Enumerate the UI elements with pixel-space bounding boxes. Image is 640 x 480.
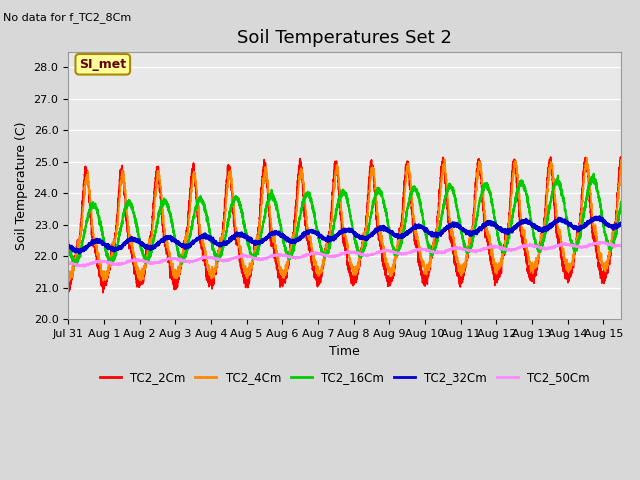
TC2_50Cm (467, 248, 474, 254)
TC2_32Cm (297, 236, 305, 241)
TC2_50Cm (301, 252, 309, 258)
TC2_2Cm (99, 290, 107, 296)
TC2_4Cm (618, 161, 625, 167)
TC2_50Cm (80, 264, 88, 270)
TC2_4Cm (64, 275, 72, 280)
TC2_16Cm (573, 244, 580, 250)
TC2_2Cm (618, 154, 625, 160)
TC2_50Cm (64, 260, 72, 265)
TC2_32Cm (467, 230, 474, 236)
TC2_16Cm (71, 263, 79, 269)
TC2_2Cm (64, 277, 72, 283)
TC2_2Cm (467, 239, 474, 244)
TC2_4Cm (65, 279, 72, 285)
TC2_4Cm (601, 261, 609, 267)
TC2_32Cm (618, 222, 625, 228)
TC2_32Cm (76, 251, 83, 256)
TC2_16Cm (590, 171, 598, 177)
TC2_50Cm (327, 254, 335, 260)
TC2_2Cm (327, 216, 335, 222)
X-axis label: Time: Time (330, 345, 360, 358)
Line: TC2_16Cm: TC2_16Cm (68, 174, 621, 266)
TC2_2Cm (600, 276, 608, 281)
TC2_16Cm (467, 245, 474, 251)
Text: No data for f_TC2_8Cm: No data for f_TC2_8Cm (3, 12, 131, 23)
TC2_4Cm (301, 196, 309, 202)
TC2_4Cm (297, 176, 305, 181)
Line: TC2_32Cm: TC2_32Cm (68, 217, 621, 253)
Line: TC2_2Cm: TC2_2Cm (68, 157, 621, 293)
TC2_50Cm (595, 239, 603, 245)
Line: TC2_50Cm: TC2_50Cm (68, 242, 621, 267)
TC2_4Cm (573, 236, 580, 241)
TC2_16Cm (618, 200, 625, 206)
Y-axis label: Soil Temperature (C): Soil Temperature (C) (15, 121, 28, 250)
TC2_2Cm (618, 154, 625, 160)
TC2_4Cm (327, 218, 335, 224)
TC2_16Cm (301, 193, 309, 199)
Text: SI_met: SI_met (79, 58, 126, 71)
TC2_50Cm (297, 255, 305, 261)
TC2_32Cm (601, 219, 609, 225)
TC2_16Cm (601, 229, 609, 235)
TC2_16Cm (297, 209, 305, 215)
TC2_50Cm (618, 242, 625, 248)
TC2_16Cm (327, 236, 335, 241)
TC2_50Cm (601, 240, 609, 245)
TC2_32Cm (596, 214, 604, 220)
TC2_32Cm (327, 235, 335, 241)
Line: TC2_4Cm: TC2_4Cm (68, 157, 621, 282)
TC2_50Cm (573, 243, 580, 249)
TC2_4Cm (583, 155, 591, 160)
Title: Soil Temperatures Set 2: Soil Temperatures Set 2 (237, 29, 452, 48)
Legend: TC2_2Cm, TC2_4Cm, TC2_16Cm, TC2_32Cm, TC2_50Cm: TC2_2Cm, TC2_4Cm, TC2_16Cm, TC2_32Cm, TC… (95, 366, 595, 388)
TC2_32Cm (573, 224, 580, 230)
TC2_2Cm (573, 239, 580, 244)
TC2_32Cm (64, 242, 72, 248)
TC2_2Cm (297, 166, 305, 171)
TC2_32Cm (301, 230, 309, 236)
TC2_16Cm (64, 238, 72, 243)
TC2_4Cm (467, 237, 474, 242)
TC2_2Cm (301, 222, 309, 228)
